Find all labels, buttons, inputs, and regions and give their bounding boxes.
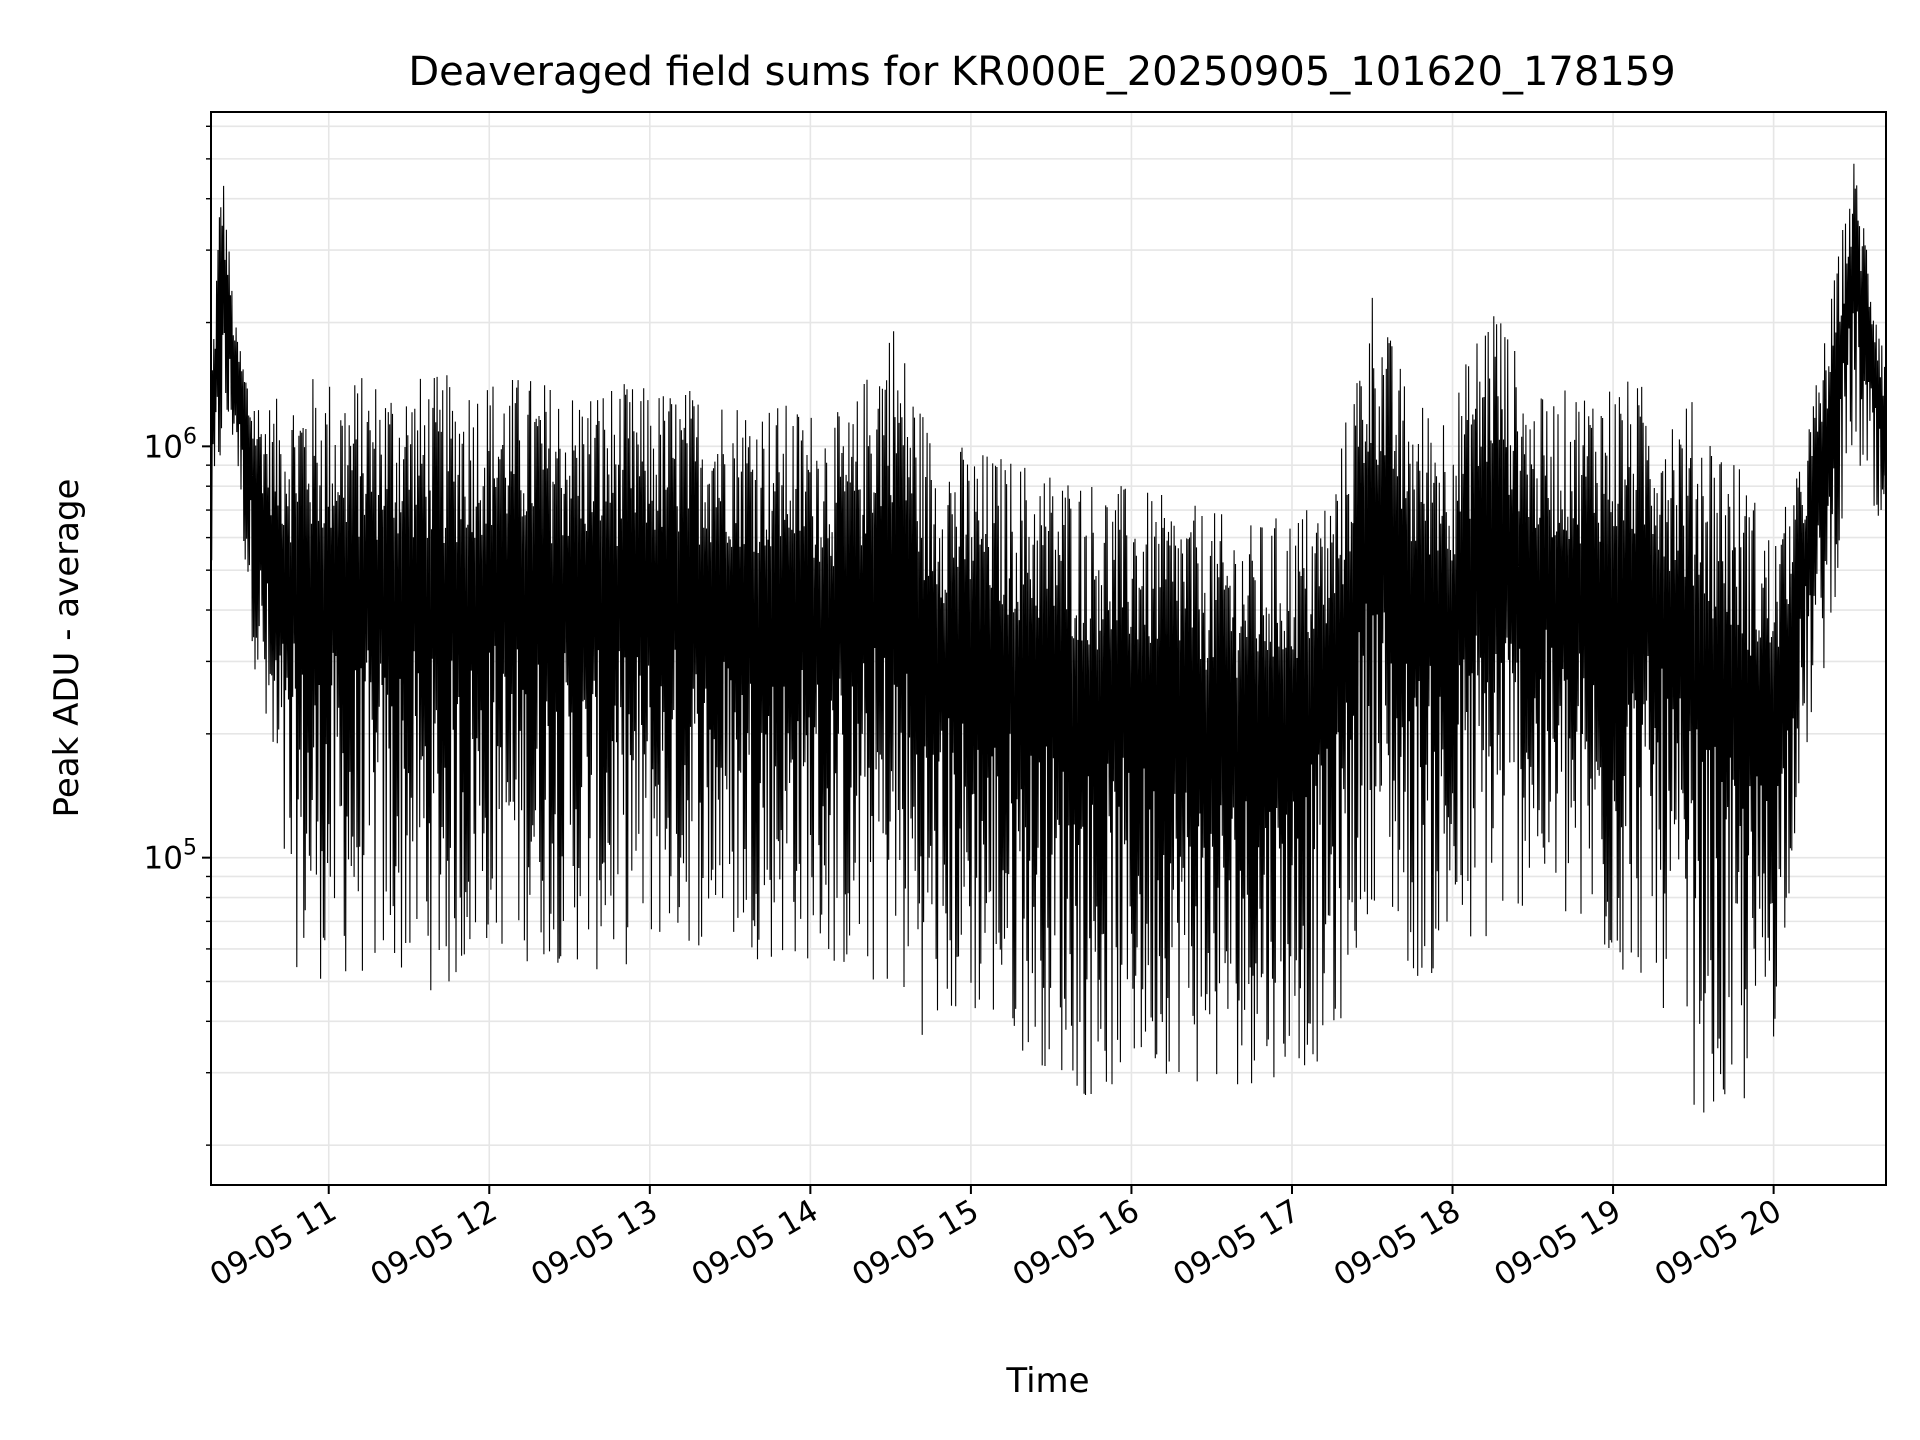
x-tick-label: 09-05 18	[1328, 1193, 1467, 1294]
x-tick-label: 09-05 14	[686, 1193, 825, 1294]
x-tick-label: 09-05 11	[204, 1193, 343, 1294]
x-tick-label: 09-05 16	[1007, 1193, 1146, 1294]
chart-title: Deaveraged field sums for KR000E_2025090…	[408, 49, 1675, 95]
x-tick-label: 09-05 15	[846, 1193, 985, 1294]
y-axis-title: Peak ADU - average	[47, 479, 87, 818]
y-tick-label: 106	[144, 424, 197, 465]
x-tick-label: 09-05 20	[1649, 1193, 1788, 1294]
x-tick-label: 09-05 12	[365, 1193, 504, 1294]
x-axis-title: Time	[1005, 1361, 1089, 1401]
plot-area-frame	[210, 111, 1887, 1186]
x-tick-label: 09-05 19	[1488, 1193, 1627, 1294]
x-tick-label: 09-05 13	[525, 1193, 664, 1294]
y-tick-label: 105	[144, 836, 197, 877]
x-tick-label: 09-05 17	[1167, 1193, 1306, 1294]
data-line	[210, 163, 1887, 1113]
data-series	[210, 163, 1887, 1113]
